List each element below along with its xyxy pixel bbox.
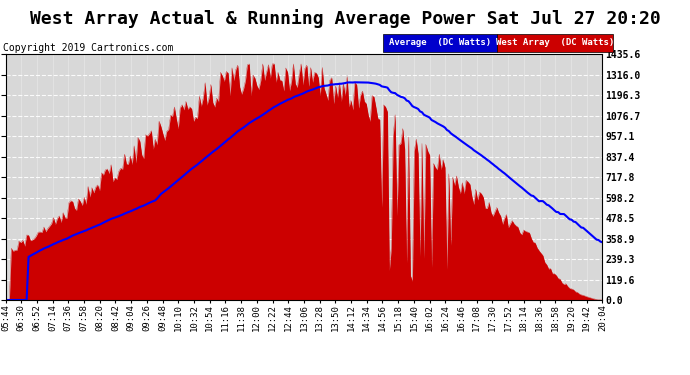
Text: West Array  (DC Watts): West Array (DC Watts) — [495, 38, 614, 47]
Text: Average  (DC Watts): Average (DC Watts) — [388, 38, 491, 47]
Text: West Array Actual & Running Average Power Sat Jul 27 20:20: West Array Actual & Running Average Powe… — [30, 9, 660, 28]
Text: Copyright 2019 Cartronics.com: Copyright 2019 Cartronics.com — [3, 43, 174, 53]
